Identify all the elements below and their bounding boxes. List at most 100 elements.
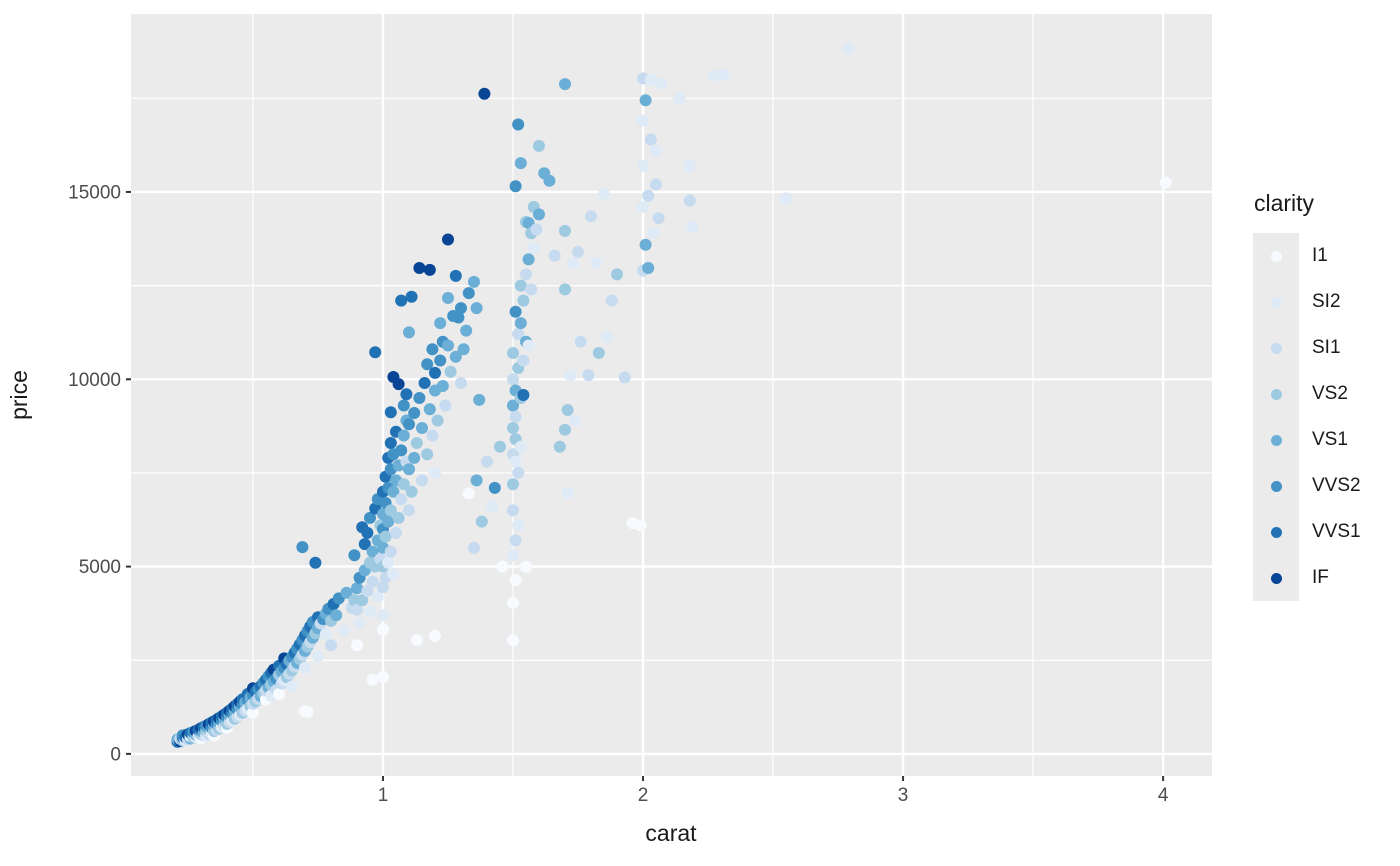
data-point	[592, 347, 605, 359]
data-point	[436, 380, 449, 392]
data-point	[652, 212, 665, 225]
data-point	[442, 292, 454, 304]
legend-key	[1253, 233, 1299, 279]
legend-entry-label: VVS2	[1312, 475, 1361, 496]
data-point	[707, 69, 720, 82]
data-point	[434, 317, 447, 330]
data-point	[325, 639, 337, 652]
data-point	[683, 194, 696, 207]
data-point	[507, 549, 519, 562]
legend-key-dot	[1270, 480, 1282, 492]
data-point	[309, 556, 322, 569]
data-point	[683, 159, 696, 172]
legend: clarity I1 SI2 SI1 VS2 VS1 VVS2 VVS1 IF	[1253, 190, 1361, 601]
data-point	[717, 68, 730, 81]
legend-entry-label: IF	[1312, 567, 1329, 588]
data-point	[312, 650, 324, 663]
data-point	[520, 561, 532, 573]
data-point	[468, 275, 480, 288]
legend-entry-label: VS2	[1312, 383, 1348, 404]
data-point	[1159, 176, 1172, 189]
data-point	[522, 253, 535, 266]
data-point	[644, 73, 657, 86]
data-point	[273, 688, 285, 700]
data-point	[673, 92, 686, 105]
data-point	[530, 223, 543, 236]
data-point	[561, 486, 574, 499]
data-point	[642, 262, 655, 274]
data-point	[421, 358, 434, 371]
data-point	[351, 582, 363, 595]
data-point	[650, 144, 662, 157]
data-point	[470, 474, 483, 487]
data-point	[618, 371, 631, 384]
data-point	[522, 339, 535, 352]
data-point	[475, 515, 488, 528]
data-point	[637, 200, 649, 213]
data-point	[421, 448, 434, 461]
data-point	[366, 673, 379, 686]
data-point	[429, 466, 441, 479]
data-point	[548, 249, 561, 262]
data-point	[442, 233, 454, 246]
data-point	[395, 294, 408, 307]
data-point	[509, 410, 522, 423]
legend-entry-label: I1	[1312, 245, 1328, 266]
data-point	[634, 519, 647, 532]
legend-entry: IF	[1253, 555, 1361, 601]
y-axis-title: price	[6, 370, 32, 420]
data-point	[488, 481, 501, 494]
legend-entry-label: VVS1	[1312, 521, 1361, 542]
legend-entry: VS1	[1253, 417, 1361, 463]
data-point	[470, 302, 483, 315]
data-point	[413, 262, 426, 274]
data-point	[426, 343, 439, 356]
data-point	[351, 639, 363, 652]
data-point	[507, 399, 519, 412]
data-point	[512, 118, 525, 131]
legend-key-dot	[1270, 250, 1282, 262]
data-point	[429, 629, 441, 642]
data-point	[512, 466, 525, 479]
data-point	[364, 511, 376, 524]
legend-key-dot	[1270, 342, 1282, 354]
data-point	[392, 378, 405, 391]
y-tick-label: 10000	[68, 370, 121, 391]
data-point	[639, 238, 652, 251]
legend-key	[1253, 509, 1299, 555]
legend-entry: VVS1	[1253, 509, 1361, 555]
data-point	[507, 373, 519, 386]
data-point	[384, 406, 397, 419]
data-point	[330, 609, 343, 622]
data-point	[590, 257, 603, 270]
x-tick-label: 4	[1158, 785, 1169, 806]
data-point	[585, 210, 597, 223]
data-point	[486, 500, 499, 513]
data-point	[423, 263, 436, 276]
data-point	[348, 549, 361, 562]
data-point	[509, 574, 522, 587]
data-point	[361, 584, 374, 597]
data-point	[413, 392, 426, 404]
data-point	[478, 87, 491, 100]
data-point	[369, 346, 382, 359]
data-point	[403, 326, 415, 339]
data-point	[397, 478, 410, 491]
data-point	[650, 178, 662, 191]
data-point	[512, 519, 525, 532]
legend-entry: I1	[1253, 233, 1361, 279]
data-point	[481, 455, 493, 468]
data-point	[400, 388, 413, 401]
data-point	[442, 339, 454, 352]
data-point	[455, 302, 467, 315]
y-tick-label: 15000	[68, 182, 121, 203]
data-point	[517, 354, 530, 367]
data-point	[644, 133, 657, 146]
data-point	[686, 220, 699, 233]
data-point	[403, 504, 415, 517]
data-point	[582, 369, 595, 382]
data-point	[377, 581, 389, 594]
data-point	[473, 393, 486, 406]
data-point	[566, 257, 579, 270]
